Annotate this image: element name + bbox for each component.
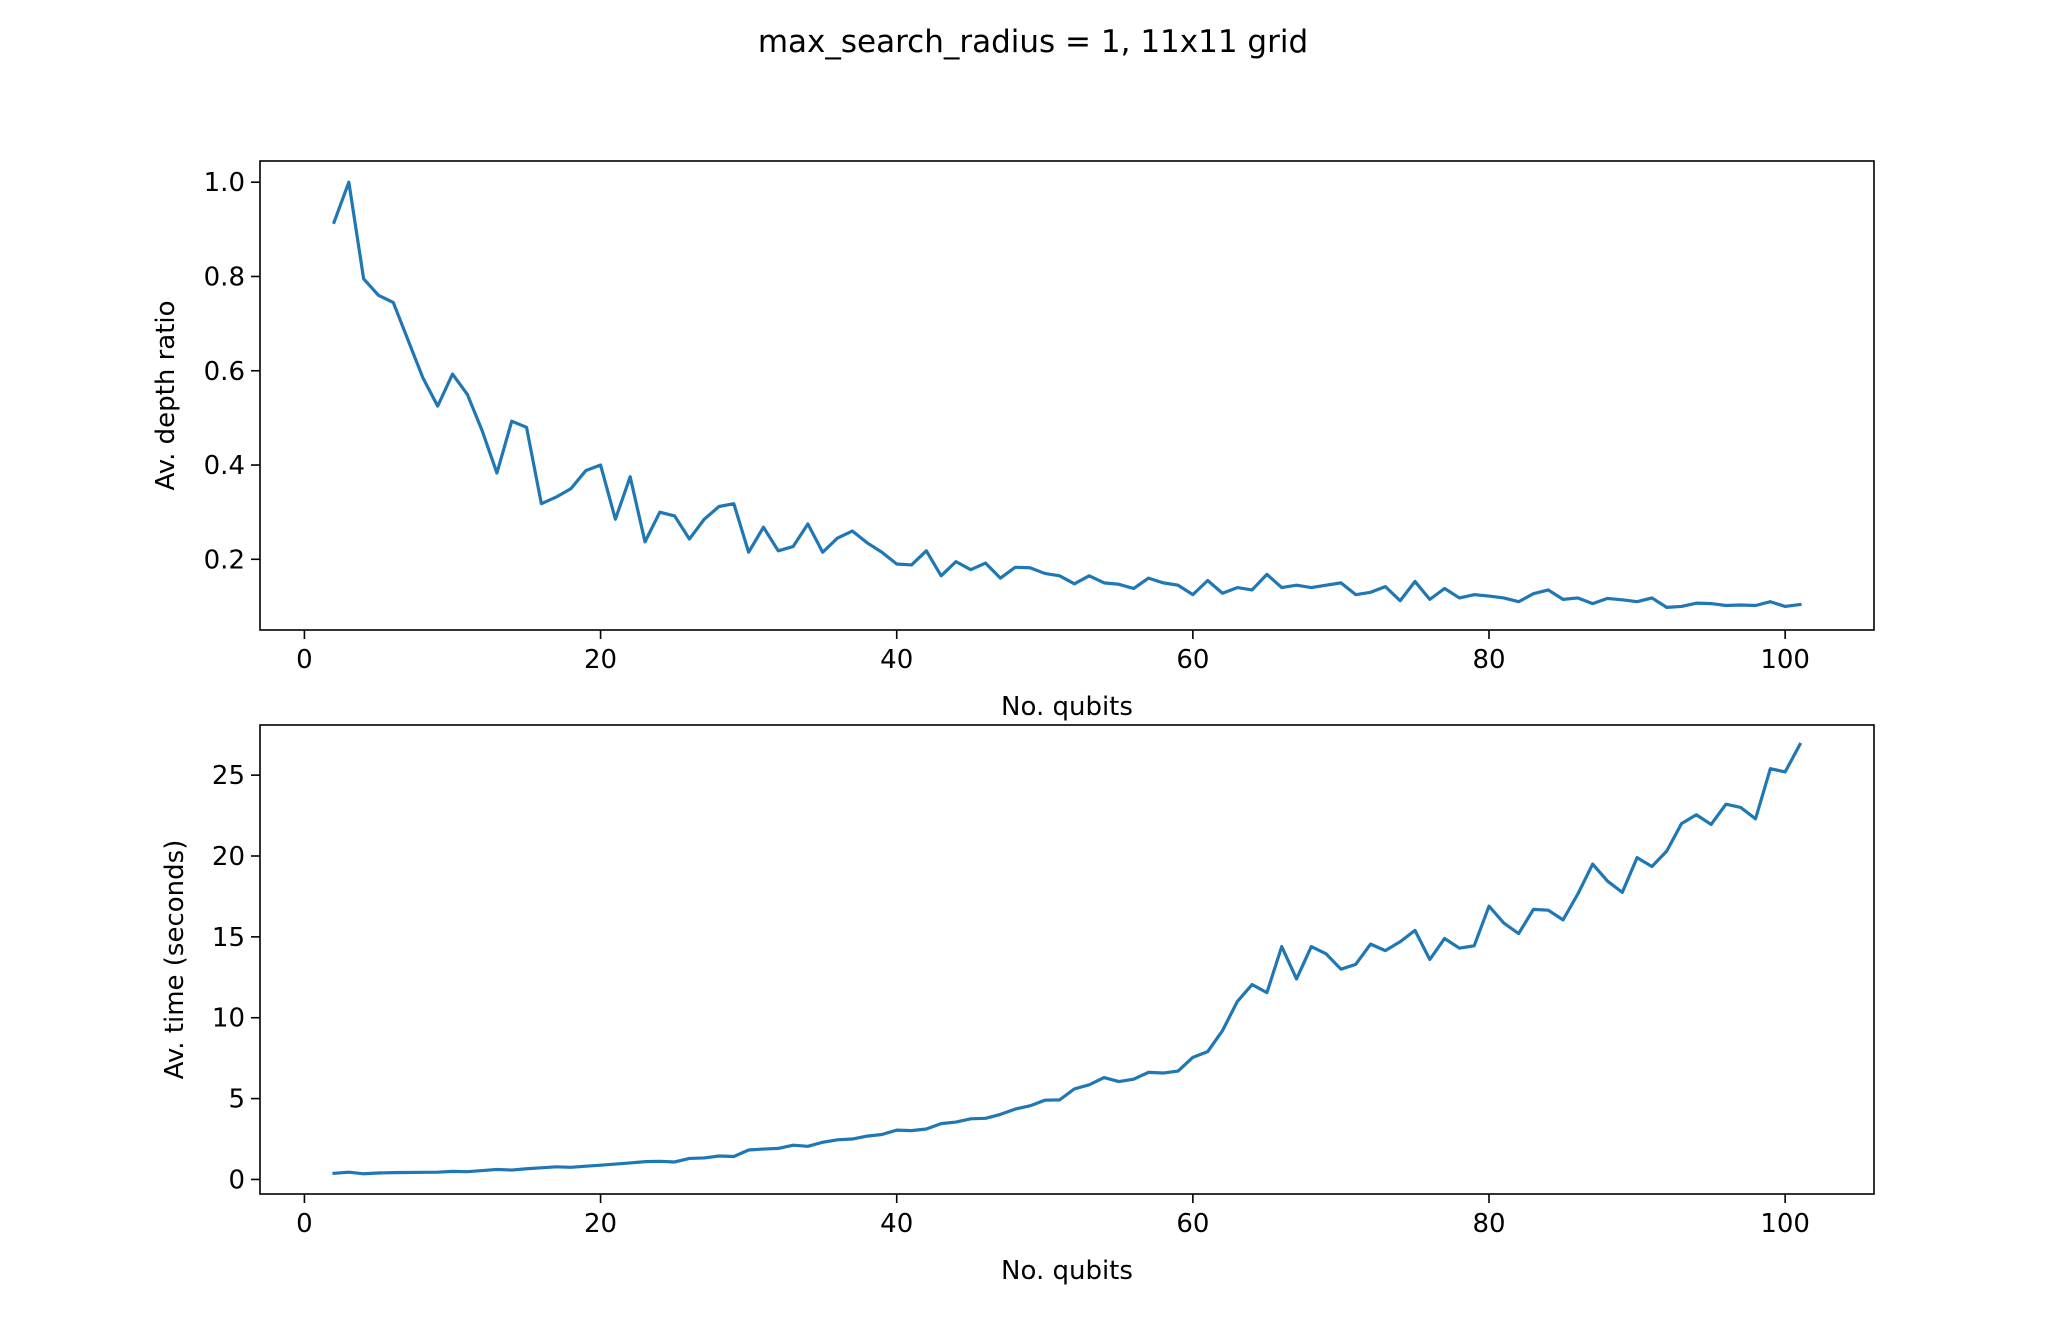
- time-x-tick-label: 100: [1760, 1209, 1810, 1239]
- depth-ratio-subplot: 0 20 40 60 80 100 0.20.40.60.81.0 No. qubits …: [151, 160, 1875, 722]
- time-subplot: 0 20 40 60 80 100 0 5 10 15 20 25 No. qubits Av. t…: [160, 724, 1875, 1286]
- time-y-tick-label: 25: [212, 761, 245, 791]
- time-y-axis-label: Av. time (seconds): [160, 840, 190, 1080]
- time-x-tick-label: 40: [880, 1209, 913, 1239]
- figure-suptitle: max_search_radius = 1, 11x11 grid: [758, 24, 1308, 60]
- time-x-tick-label: 80: [1472, 1209, 1505, 1239]
- time-x-tick-label: 20: [584, 1209, 617, 1239]
- depth-ratio-y-tick-label: 0.6: [204, 357, 245, 387]
- depth-ratio-x-tick-label: 60: [1176, 645, 1209, 675]
- depth-ratio-line: [331, 180, 1802, 609]
- time-y-tick-label: 20: [212, 842, 245, 872]
- time-x-axis: 0 20 40 60 80 100: [296, 1194, 1810, 1239]
- depth-ratio-y-tick-label: 0.8: [204, 262, 245, 292]
- time-x-tick-label: 0: [296, 1209, 313, 1239]
- time-y-axis: 0 5 10 15 20 25: [212, 761, 260, 1195]
- depth-ratio-x-tick-label: 20: [584, 645, 617, 675]
- depth-ratio-y-axis-label: Av. depth ratio: [151, 300, 181, 490]
- time-y-tick-label: 5: [228, 1085, 245, 1115]
- time-y-tick-label: 0: [228, 1165, 245, 1195]
- time-line: [332, 742, 1803, 1176]
- depth-ratio-y-tick-label: 0.4: [204, 451, 245, 481]
- depth-ratio-series-line-0: [331, 180, 1802, 609]
- depth-ratio-y-tick-label: 0.2: [204, 545, 245, 575]
- depth-ratio-x-axis-label: No. qubits: [1001, 692, 1133, 722]
- time-x-tick-label: 60: [1176, 1209, 1209, 1239]
- depth-ratio-x-tick-label: 40: [880, 645, 913, 675]
- depth-ratio-x-tick-label: 80: [1472, 645, 1505, 675]
- depth-ratio-x-axis: 0 20 40 60 80 100: [296, 630, 1810, 675]
- depth-ratio-plot-frame: [259, 160, 1875, 631]
- depth-ratio-y-axis: 0.2 0.4 0.6 0.8 1.0: [204, 168, 260, 575]
- time-plot-frame: [259, 724, 1875, 1195]
- time-x-axis-label: No. qubits: [1001, 1256, 1133, 1286]
- time-series-line-0: [332, 742, 1803, 1176]
- depth-ratio-x-tick-label: 100: [1760, 645, 1810, 675]
- depth-ratio-x-tick-label: 0: [296, 645, 313, 675]
- time-y-tick-label: 10: [212, 1004, 245, 1034]
- time-y-tick-label: 15: [212, 923, 245, 953]
- depth-ratio-y-tick-label: 1.0: [204, 168, 245, 198]
